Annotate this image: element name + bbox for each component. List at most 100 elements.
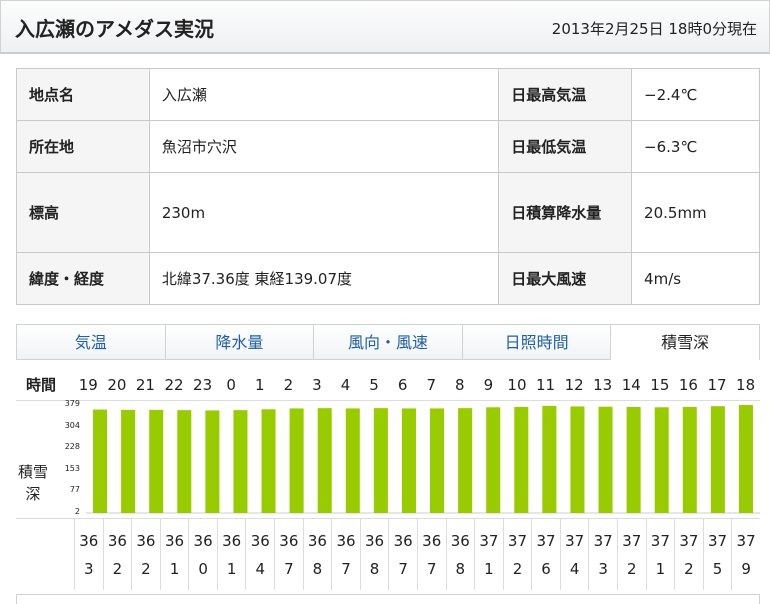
hour-label: 14: [621, 376, 641, 394]
tab-wind[interactable]: 風向・風速: [314, 325, 463, 360]
snow-depth-value: 36 8: [445, 519, 475, 590]
max-wind-label: 日最大風速: [498, 252, 633, 305]
min-temp-label: 日最低気温: [498, 120, 633, 173]
elevation-label: 標高: [16, 172, 150, 253]
y-tick-label: 153: [64, 463, 80, 473]
tab-sunshine[interactable]: 日照時間: [462, 325, 612, 360]
snow-depth-bar: [542, 405, 557, 513]
max-wind-value: 4m/s: [631, 252, 760, 305]
next-section-box: [16, 594, 760, 604]
snow-depth-value: 37 1: [645, 519, 675, 590]
snow-depth-value: 37 2: [616, 519, 646, 590]
snow-depth-bar: [486, 407, 501, 513]
hour-cells: 19 20 21 22 23 0 1 2 3 4 5 6 7 8 9 10 11 12 13 14 15 16 17 18: [74, 370, 760, 400]
snow-depth-value: 37 3: [588, 519, 617, 590]
snow-depth-bar: [738, 405, 753, 513]
snow-depth-bar: [93, 409, 108, 513]
hour-label: 0: [226, 376, 236, 394]
max-temp-value: −2.4℃: [631, 68, 760, 121]
snow-depth-bar: [401, 408, 416, 513]
snow-depth-bar: [177, 410, 192, 513]
info-row: 所在地 魚沼市穴沢 日最低気温 −6.3℃: [16, 120, 760, 173]
snow-depth-value: 37 1: [474, 519, 503, 590]
snow-depth-bar: [205, 410, 220, 513]
hour-label: 21: [135, 376, 155, 394]
value-cells: 36 3 36 2 36 2 36 1 36 0 36 1 36 4 36 7 36 8 36 7…: [74, 519, 760, 590]
snow-depth-value: 36 7: [331, 519, 360, 590]
snow-depth-bar: [654, 407, 669, 513]
station-name-label: 地点名: [16, 68, 150, 121]
snow-depth-bar: [289, 408, 304, 513]
hour-label: 12: [564, 376, 584, 394]
elevation-value: 230m: [148, 172, 500, 253]
snow-depth-bar: [261, 409, 276, 513]
snow-depth-bar: [345, 408, 360, 513]
y-tick-label: 77: [69, 485, 80, 495]
hour-label: 13: [593, 376, 613, 394]
snow-depth-value: 36 8: [302, 519, 332, 590]
hour-label: 19: [78, 376, 98, 394]
snow-depth-bar: [458, 408, 473, 513]
latlon-value: 北緯37.36度 東経139.07度: [148, 252, 500, 305]
snow-depth-bar: [430, 408, 445, 513]
y-tick-label: 304: [64, 420, 80, 430]
tab-precipitation[interactable]: 降水量: [165, 325, 315, 360]
snow-depth-value: 36 2: [102, 519, 132, 590]
hour-label: 6: [397, 376, 408, 394]
snow-depth-value: 36 7: [274, 519, 303, 590]
hour-label: 15: [650, 376, 670, 394]
snow-depth-value: 36 3: [74, 519, 103, 590]
hours-label: 時間: [26, 376, 57, 394]
snow-depth-bar: [682, 406, 697, 513]
snow-depth-bar: [710, 406, 725, 513]
hour-label: 9: [483, 376, 494, 394]
hour-label: 20: [107, 376, 127, 394]
hour-label: 7: [426, 376, 436, 394]
chart-y-label: 積雪深: [18, 463, 49, 503]
snow-depth-bar: [149, 409, 164, 513]
location-value: 魚沼市穴沢: [148, 120, 500, 173]
station-info-table: 地点名 入広瀬 日最高気温 −2.4℃ 所在地 魚沼市穴沢 日最低気温 −6.3…: [16, 68, 760, 305]
hour-label: 2: [283, 376, 294, 394]
hour-label: 18: [736, 376, 756, 394]
snow-depth-bar: [514, 406, 529, 513]
hour-label: 17: [707, 376, 727, 394]
snow-depth-bar: [626, 406, 641, 513]
bar-area: [86, 405, 760, 514]
hours-row: 時間 19 20 21 22 23 0 1 2 3 4 5 6 7 8 9 10 11 12 13 14 15 16 17 1…: [16, 370, 760, 400]
snow-depth-value: 36 7: [388, 519, 417, 590]
tab-temperature[interactable]: 気温: [17, 325, 166, 360]
precipitation-value: 20.5mm: [631, 172, 760, 253]
snow-depth-bar: [317, 408, 332, 513]
snow-depth-value: 36 2: [131, 519, 160, 590]
location-label: 所在地: [16, 120, 150, 173]
info-row: 地点名 入広瀬 日最高気温 −2.4℃: [16, 68, 760, 121]
info-row: 標高 230m 日積算降水量 20.5mm: [16, 172, 760, 253]
snow-depth-bar: [373, 408, 388, 513]
hour-label: 1: [254, 376, 265, 394]
y-tick-label: 2: [74, 507, 80, 516]
hour-label: 4: [340, 376, 351, 394]
y-ticks: 2 77 153 228 304 379: [60, 399, 80, 519]
snow-depth-value: 36 4: [245, 519, 274, 590]
min-temp-value: −6.3℃: [631, 120, 760, 173]
hour-label: 11: [535, 376, 556, 394]
y-tick-label: 228: [64, 442, 80, 452]
snow-depth-bar: [598, 406, 613, 513]
info-row: 緯度・経度 北緯37.36度 東経139.07度 日最大風速 4m/s: [16, 252, 760, 305]
snow-depth-chart: 積雪深 2 77 153 228 304 379: [16, 399, 760, 519]
values-row: 36 3 36 2 36 2 36 1 36 0 36 1 36 4 36 7 36 8 36 7…: [16, 518, 760, 590]
page-header: 入広瀬のアメダス実況 2013年2月25日 18時0分現在: [0, 0, 770, 54]
snow-depth-value: 37 2: [502, 519, 532, 590]
snow-depth-value: 37 5: [702, 519, 732, 590]
snow-depth-value: 36 1: [159, 519, 189, 590]
snow-depth-value: 36 1: [216, 519, 246, 590]
snow-depth-bar: [570, 406, 585, 513]
hour-label: 16: [678, 376, 698, 394]
tab-snow-depth[interactable]: 積雪深: [611, 325, 759, 360]
snow-depth-value: 37 4: [559, 519, 589, 590]
precipitation-label: 日積算降水量: [498, 172, 633, 253]
snow-depth-value: 36 7: [416, 519, 446, 590]
snow-depth-bar: [121, 409, 136, 513]
max-temp-label: 日最高気温: [498, 68, 633, 121]
